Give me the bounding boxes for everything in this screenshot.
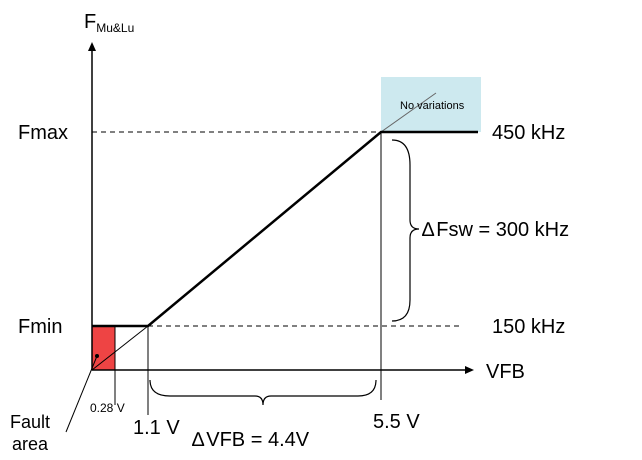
x-axis-label: VFB [486, 361, 525, 383]
y-axis-label: FMu&Lu [84, 11, 134, 35]
no-variations-diagonal-line [380, 92, 437, 133]
fmin-label: Fmin [18, 316, 62, 338]
fault-area-label-line1: Fault [10, 412, 50, 432]
fmax-label: Fmax [18, 122, 68, 144]
delta-vfb-brace [149, 379, 377, 406]
v11-tick-label: 1.1 V [133, 417, 180, 439]
fault-area-region [91, 325, 116, 371]
delta-fsw-label: ∆ Fsw = 300 kHz [422, 219, 569, 241]
delta-vfb-label: ∆ VFB = 4.4V [192, 429, 310, 451]
fault-diagonal-line [91, 325, 149, 371]
fault-area-label-line2: area [12, 434, 49, 454]
fault-pointer-line [65, 355, 98, 433]
frequency-curve [92, 130, 478, 328]
no-variations-region [381, 77, 481, 132]
v028-tick-label: 0.28 V [90, 401, 125, 415]
fault-pointer-dot [95, 354, 99, 358]
v55-tick-label: 5.5 V [373, 411, 420, 433]
fmin-value-label: 150 kHz [492, 316, 565, 338]
fmax-value-label: 450 kHz [492, 122, 565, 144]
delta-fsw-brace [391, 139, 420, 322]
no-variations-label: No variations [400, 100, 465, 112]
